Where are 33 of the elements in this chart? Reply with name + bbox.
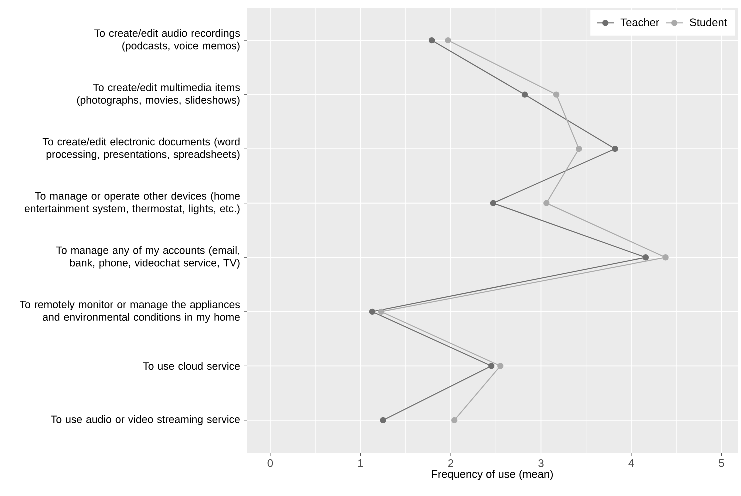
point: [488, 363, 495, 370]
point: [490, 200, 496, 206]
point: [445, 37, 452, 44]
point: [522, 92, 528, 98]
y-tick-label: To create/edit multimedia items (photographs, movies, slideshows): [77, 84, 240, 106]
point: [369, 308, 376, 315]
x-tick-label: 4: [628, 460, 634, 468]
point: [428, 37, 436, 44]
point: [378, 308, 385, 315]
x-tick-label: 2: [448, 460, 454, 468]
y-tick-label: To remotely monitor or manage the appliances and environmental conditions in my home: [20, 300, 240, 324]
y-tick-label: To use audio or video streaming service: [51, 416, 240, 426]
point: [498, 363, 504, 370]
y-tick-label: To create/edit audio recordings (podcasts, voice memos): [94, 29, 240, 52]
point: [612, 146, 618, 152]
x-axis-title: Frequency of use (mean): [432, 470, 554, 480]
legend-label: Student: [690, 18, 728, 26]
point: [662, 254, 669, 261]
x-tick-label: 3: [538, 460, 544, 468]
y-tick-label: To manage any of my accounts (email, bank, phone, videochat service, TV): [56, 246, 240, 269]
x-tick-label: 1: [358, 460, 364, 468]
legend-label: Teacher: [620, 18, 660, 26]
x-tick-label: 0: [268, 460, 274, 468]
x-tick-label: 5: [719, 460, 724, 468]
point: [642, 254, 650, 261]
y-tick-label: To manage or operate other devices (home entertainment system, thermostat, lights, etc.): [24, 192, 240, 215]
y-tick-label: To create/edit electronic documents (word processing, presentations, spreadsheets): [42, 138, 240, 160]
point: [452, 417, 458, 424]
y-tick-label: To use cloud service: [143, 362, 240, 370]
point: [544, 200, 550, 206]
point: [380, 417, 386, 424]
point: [553, 92, 560, 98]
point: [576, 146, 582, 152]
